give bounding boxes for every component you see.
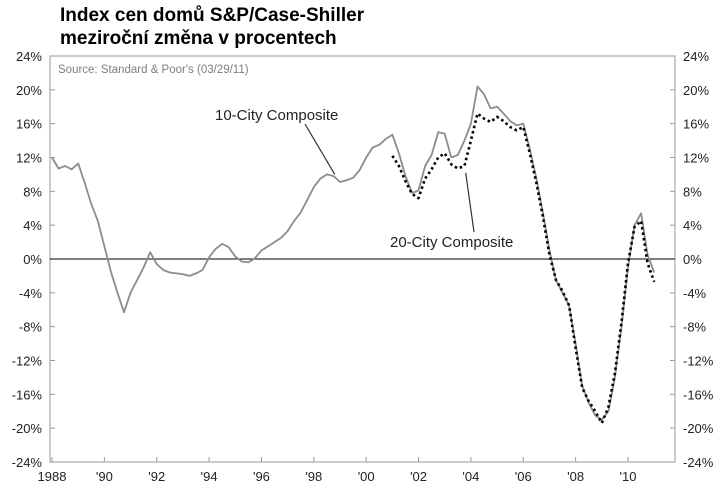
annotation-20-city: 20-City Composite <box>390 234 513 251</box>
y-tick-label-right: 12% <box>683 151 709 166</box>
y-tick-label-right: 0% <box>683 252 702 267</box>
x-tick-label: '06 <box>515 469 532 484</box>
y-tick-label-left: -4% <box>19 286 43 301</box>
x-tick-label: 1988 <box>38 469 67 484</box>
annotation-20-city-pointer <box>465 172 475 233</box>
y-tick-label-right: 4% <box>683 218 702 233</box>
y-tick-label-right: -20% <box>683 421 714 436</box>
y-tick-label-right: -8% <box>683 320 707 335</box>
annotation-10-city: 10-City Composite <box>215 107 338 124</box>
y-tick-label-left: 12% <box>16 151 42 166</box>
y-tick-label-left: 20% <box>16 83 42 98</box>
x-tick-label: '04 <box>462 469 479 484</box>
source-note: Source: Standard & Poor's (03/29/11) <box>58 64 249 76</box>
series-line-10-city <box>51 85 656 421</box>
y-tick-label-left: 16% <box>16 117 42 132</box>
x-tick-label: '00 <box>358 469 375 484</box>
y-tick-label-left: 4% <box>23 218 42 233</box>
y-tick-label-left: 0% <box>23 252 42 267</box>
x-tick-label: '96 <box>253 469 270 484</box>
x-tick-label: '08 <box>567 469 584 484</box>
chart-subtitle: meziroční změna v procentech <box>60 28 337 49</box>
annotation-10-city-pointer <box>304 123 336 175</box>
y-tick-label-right: 20% <box>683 83 709 98</box>
x-tick-label: '94 <box>201 469 218 484</box>
y-tick-label-right: -16% <box>683 387 714 402</box>
x-tick-label: '98 <box>305 469 322 484</box>
y-tick-label-left: -24% <box>12 455 43 470</box>
y-tick-label-left: 8% <box>23 184 42 199</box>
x-tick-label: '90 <box>96 469 113 484</box>
chart-title: Index cen domů S&P/Case-Shiller <box>60 5 365 26</box>
y-tick-label-left: -8% <box>19 320 43 335</box>
y-tick-label-right: 8% <box>683 184 702 199</box>
x-tick-label: '02 <box>410 469 427 484</box>
y-tick-label-right: -24% <box>683 455 714 470</box>
x-tick-label: '92 <box>148 469 165 484</box>
y-tick-label-left: -12% <box>12 354 43 369</box>
y-tick-label-right: -12% <box>683 354 714 369</box>
x-tick-label: '10 <box>620 469 637 484</box>
y-tick-label-left: -16% <box>12 387 43 402</box>
y-tick-label-right: 16% <box>683 117 709 132</box>
y-tick-label-left: -20% <box>12 421 43 436</box>
series-line-20-city <box>391 112 656 425</box>
y-tick-label-right: 24% <box>683 49 709 64</box>
y-tick-label-right: -4% <box>683 286 707 301</box>
y-tick-label-left: 24% <box>16 49 42 64</box>
